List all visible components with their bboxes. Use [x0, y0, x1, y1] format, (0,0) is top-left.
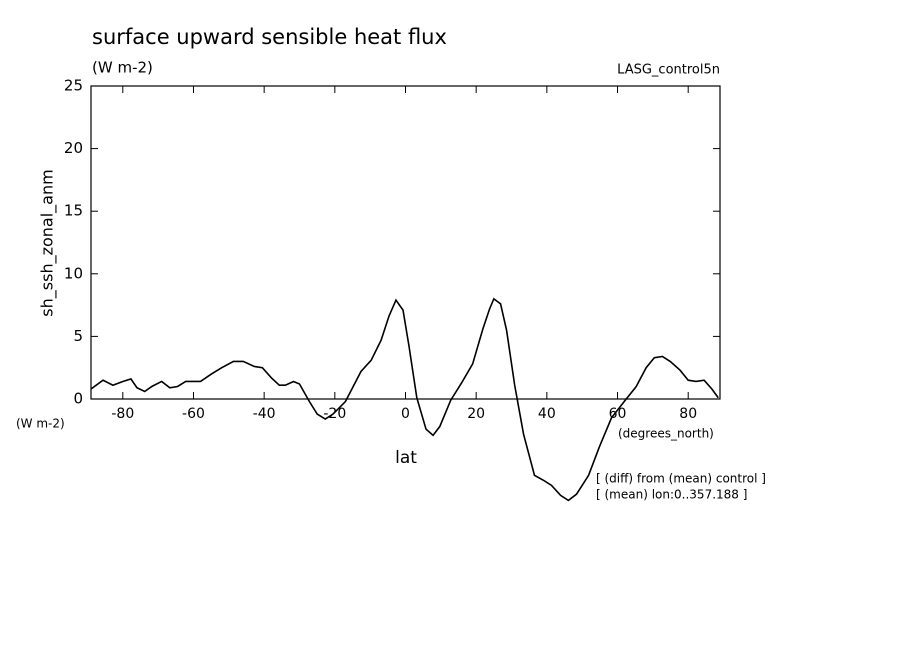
- x-tick-label: -60: [182, 406, 205, 422]
- chart-title: surface upward sensible heat flux: [92, 25, 447, 49]
- y-axis-label: sh_ssh_zonal_anm: [38, 169, 58, 316]
- x-tick-label: 0: [401, 406, 410, 422]
- note: [ (mean) lon:0..357.188 ]: [596, 488, 747, 502]
- y-tick-label: 20: [64, 139, 83, 157]
- x-tick-label: 60: [609, 406, 627, 422]
- y-tick-label: 25: [64, 77, 83, 95]
- x-tick-label: -40: [253, 406, 276, 422]
- y-tick-label: 5: [73, 327, 83, 345]
- y-units: (W m-2): [16, 417, 65, 431]
- units: (W m-2): [92, 59, 153, 77]
- y-tick-label: 15: [64, 202, 83, 220]
- x-tick-label: 80: [679, 406, 697, 422]
- x-tick-label: -20: [323, 406, 346, 422]
- dataset: LASG_control5n: [617, 63, 720, 78]
- note: [ (diff) from (mean) control ]: [596, 472, 766, 486]
- x-axis-label: lat: [395, 448, 417, 468]
- data-line: [90, 297, 719, 502]
- x-tick-label: 40: [538, 406, 556, 422]
- x-tick-label: 20: [467, 406, 485, 422]
- y-tick-label: 10: [64, 264, 83, 282]
- y-tick-label: 0: [73, 390, 83, 408]
- x-units: (degrees_north): [618, 427, 714, 441]
- x-tick-label: -80: [111, 406, 134, 422]
